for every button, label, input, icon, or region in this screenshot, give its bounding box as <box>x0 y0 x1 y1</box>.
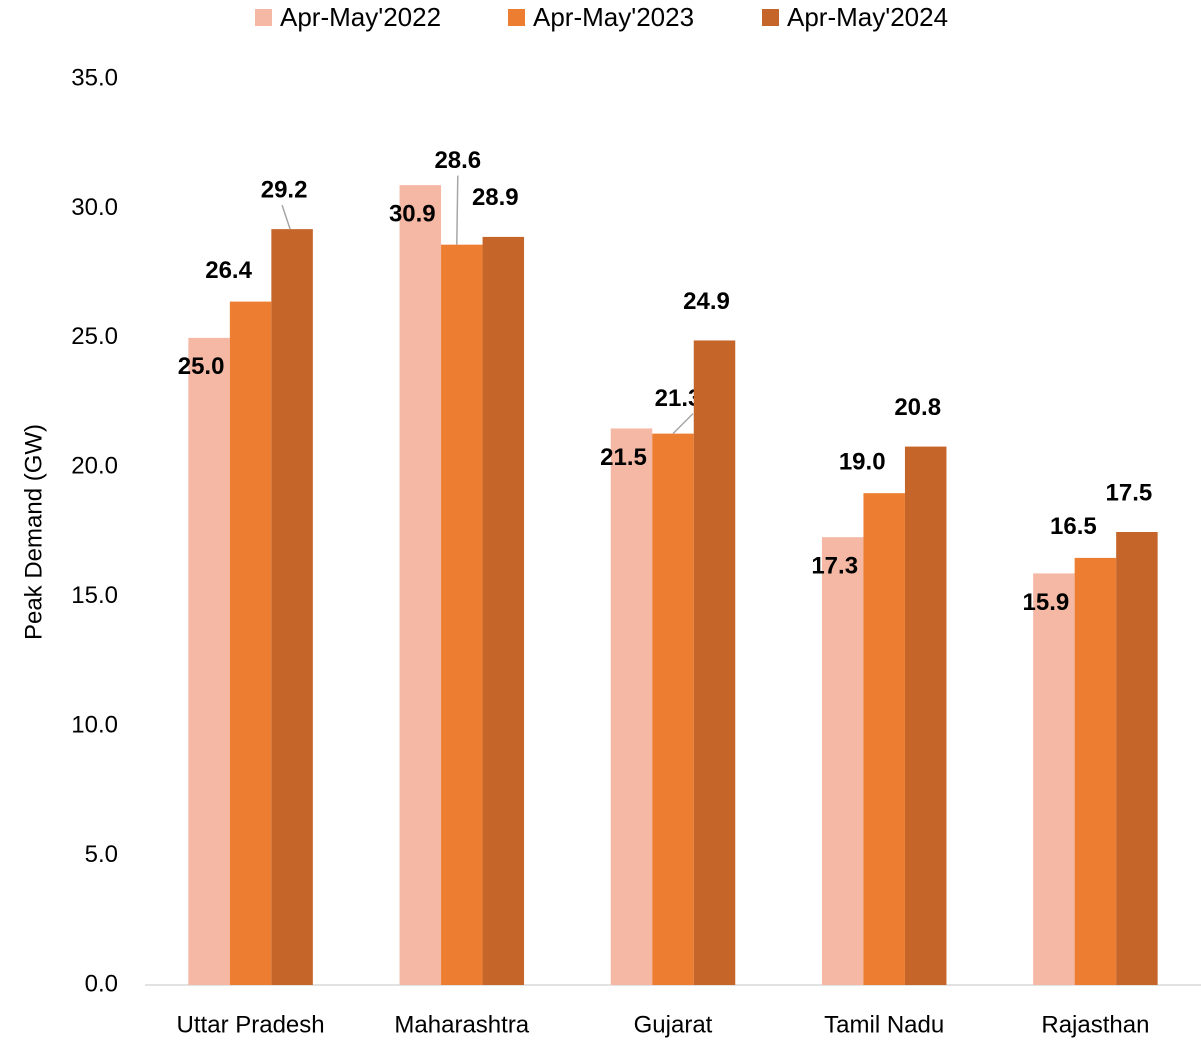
x-tick-label: Rajasthan <box>1041 1011 1149 1038</box>
bar <box>482 236 525 986</box>
data-label: 21.5 <box>600 444 647 471</box>
x-tick-label: Gujarat <box>634 1011 713 1038</box>
data-label: 19.0 <box>839 449 886 476</box>
bar <box>229 301 272 985</box>
data-label: 20.8 <box>894 394 941 421</box>
data-label: 28.9 <box>472 184 519 211</box>
bar <box>821 537 864 985</box>
x-tick-label: Tamil Nadu <box>824 1011 944 1038</box>
bar <box>863 493 905 985</box>
legend-label: Apr-May'2023 <box>533 2 694 32</box>
data-label: 24.9 <box>683 288 730 315</box>
bar <box>1033 573 1075 985</box>
data-label: 16.5 <box>1050 513 1097 540</box>
bar <box>1074 557 1117 985</box>
y-tick-label: 10.0 <box>71 711 118 738</box>
legend-label: Apr-May'2022 <box>280 2 441 32</box>
x-tick-label: Uttar Pradesh <box>177 1011 325 1038</box>
data-label: 26.4 <box>205 257 252 284</box>
leader-line <box>672 413 694 435</box>
legend-swatch <box>508 9 525 26</box>
leader-line <box>281 204 291 230</box>
bar <box>904 446 947 985</box>
bar <box>610 428 653 985</box>
bar <box>652 433 694 985</box>
bar <box>271 229 313 985</box>
data-label: 29.2 <box>261 176 308 203</box>
bar <box>441 244 483 985</box>
legend-label: Apr-May'2024 <box>787 2 948 32</box>
data-label: 25.0 <box>178 353 225 380</box>
bar <box>399 185 442 986</box>
data-label: 15.9 <box>1023 589 1070 616</box>
data-label: 17.3 <box>811 553 858 580</box>
legend-swatch <box>762 9 779 26</box>
bar <box>188 337 230 985</box>
data-label: 28.6 <box>434 147 481 174</box>
data-label: 21.3 <box>655 385 702 412</box>
y-tick-label: 30.0 <box>71 194 118 221</box>
y-tick-label: 20.0 <box>71 453 118 480</box>
y-tick-label: 25.0 <box>71 323 118 350</box>
leader-line <box>456 175 459 245</box>
y-tick-label: 15.0 <box>71 582 118 609</box>
bar <box>1116 532 1158 985</box>
y-tick-label: 35.0 <box>71 64 118 91</box>
data-label: 17.5 <box>1106 479 1153 506</box>
data-label: 30.9 <box>389 200 436 227</box>
x-tick-label: Maharashtra <box>394 1011 529 1038</box>
legend-swatch <box>255 9 272 26</box>
y-tick-label: 5.0 <box>85 841 118 868</box>
bar <box>693 340 736 986</box>
y-tick-label: 0.0 <box>85 970 118 997</box>
y-axis-label: Peak Demand (GW) <box>20 424 47 640</box>
